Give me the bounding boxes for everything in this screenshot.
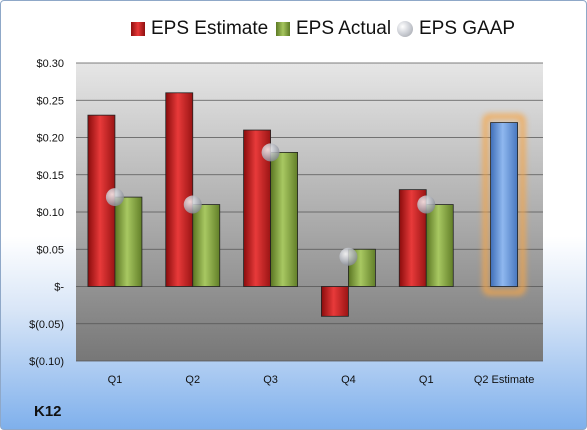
y-tick-label: $0.20 — [36, 133, 64, 145]
legend-swatch-actual — [276, 22, 290, 36]
y-tick-label: $(0.05) — [29, 319, 64, 331]
bar-eps-estimate — [165, 92, 194, 287]
legend-item-eps-actual: EPS Actual — [276, 17, 391, 41]
bar-eps-estimate — [321, 286, 349, 317]
bar-eps-actual — [425, 204, 454, 287]
bar-eps-actual — [192, 204, 221, 287]
x-tick-label: Q2 Estimate — [474, 374, 535, 386]
point-eps-gaap — [339, 247, 358, 266]
y-tick-label: $0.25 — [36, 95, 64, 107]
bar-eps-actual — [114, 196, 143, 287]
y-tick-label: $0.05 — [36, 244, 64, 256]
ticker-label: K12 — [34, 403, 62, 420]
point-eps-gaap — [261, 143, 280, 162]
q2-estimate-glow — [482, 113, 526, 296]
x-tick-label: Q1 — [419, 374, 434, 386]
legend-item-eps-gaap: EPS GAAP — [397, 17, 515, 41]
y-tick-label: $0.10 — [36, 207, 64, 219]
y-tick-label: $(0.10) — [29, 356, 64, 368]
y-tick-label: $0.30 — [36, 58, 64, 70]
bar-q2-estimate — [490, 122, 518, 287]
legend-label-estimate: EPS Estimate — [151, 18, 269, 39]
bar-eps-actual — [270, 151, 298, 287]
x-tick-label: Q4 — [341, 374, 356, 386]
x-tick-label: Q3 — [263, 374, 278, 386]
y-tick-label: $0.15 — [36, 170, 64, 182]
legend-label-gaap: EPS GAAP — [419, 18, 516, 39]
legend: EPS Estimate EPS Actual EPS GAAP — [1, 17, 586, 41]
legend-swatch-gaap — [397, 21, 413, 37]
legend-label-actual: EPS Actual — [296, 18, 392, 39]
legend-item-eps-estimate: EPS Estimate — [131, 17, 268, 41]
point-eps-gaap — [105, 188, 124, 207]
x-tick-label: Q1 — [108, 374, 123, 386]
y-tick-label: $- — [54, 282, 64, 294]
x-tick-label: Q2 — [185, 374, 200, 386]
point-eps-gaap — [183, 195, 202, 214]
legend-swatch-estimate — [131, 22, 145, 36]
point-eps-gaap — [417, 195, 436, 214]
